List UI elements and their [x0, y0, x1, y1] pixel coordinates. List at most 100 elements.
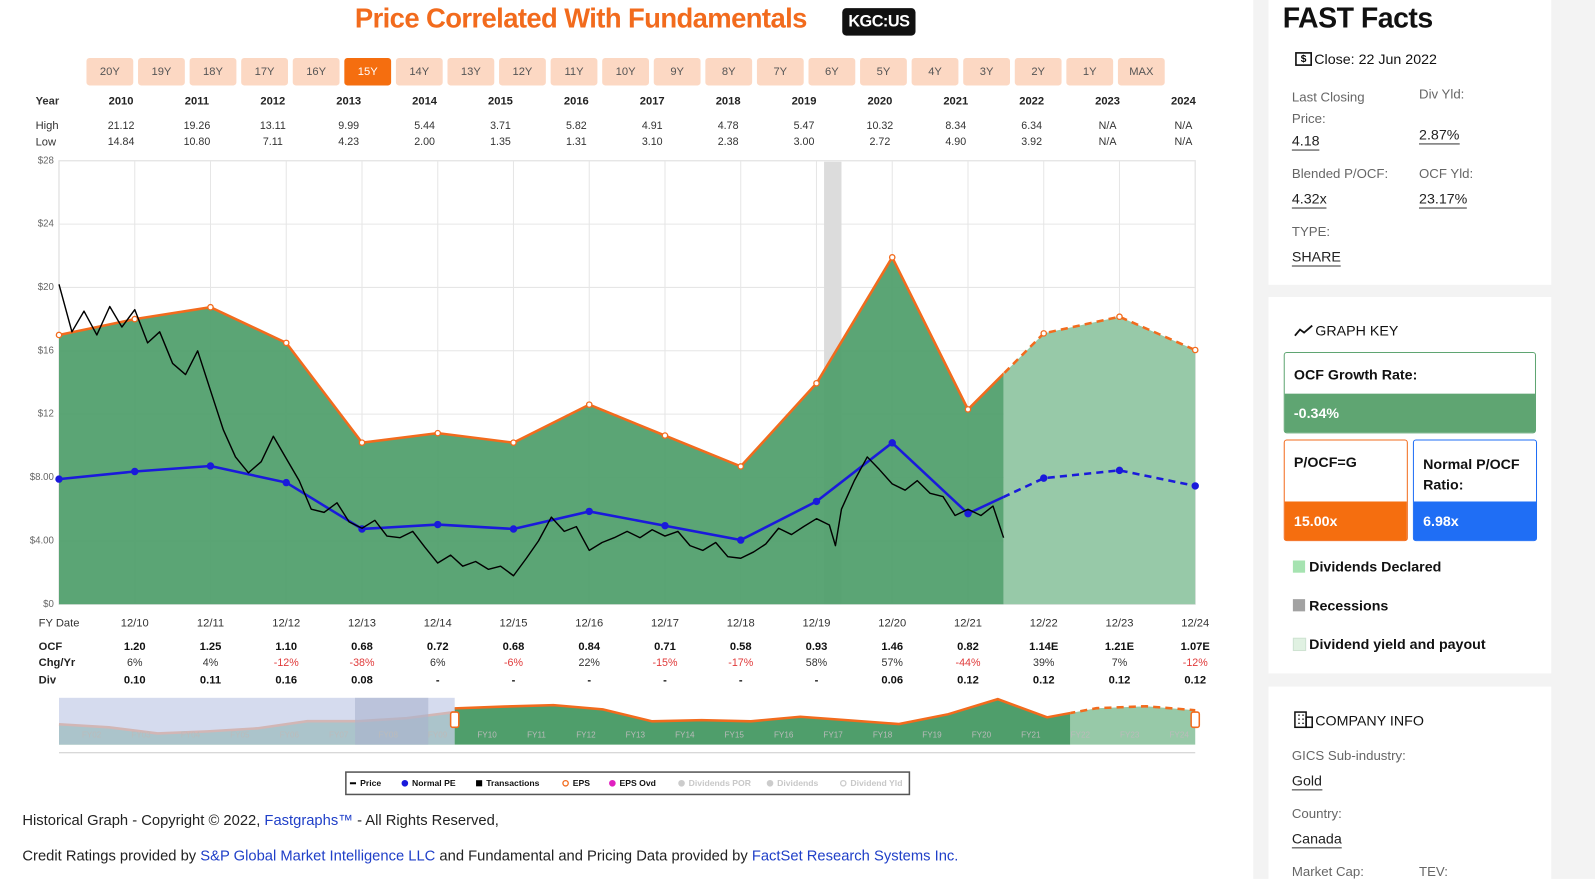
y-tick-label: $4.00: [30, 535, 54, 546]
div-value: 0.08: [351, 674, 373, 686]
range-button[interactable]: [292, 57, 340, 86]
company-card: COMPANY INFO GICS Sub-industry: Gold Cou…: [1268, 686, 1552, 890]
year-high: 4.78: [718, 120, 739, 132]
footer-text: - All Rights Reserved,: [352, 812, 499, 830]
year: 2016: [564, 96, 589, 108]
div-value: 0.12: [1109, 674, 1131, 686]
key-item: Dividend yield and payout: [1309, 635, 1486, 653]
navigator-label: FY12: [576, 731, 596, 740]
navigator-label: FY05: [230, 731, 250, 740]
page-title: Price Correlated With Fundamentals: [355, 3, 807, 34]
range-button-label: 20Y: [100, 66, 120, 78]
year-high: 19.26: [184, 120, 211, 132]
key-value: 15.00x: [1284, 501, 1407, 541]
ocf-area-projected: [1003, 316, 1196, 605]
range-button[interactable]: [395, 57, 443, 86]
field-label: Last Closing Price:: [1291, 89, 1365, 127]
point: [206, 462, 215, 470]
ocf-value: 0.71: [654, 641, 676, 653]
row-label: Low: [36, 136, 57, 148]
range-button[interactable]: [808, 57, 856, 86]
navigator-label: FY03: [131, 731, 151, 740]
range-button-label: 16Y: [306, 66, 326, 78]
legend-label: Transactions: [486, 778, 539, 788]
range-button[interactable]: [602, 57, 649, 86]
navigator-area: [454, 699, 1071, 745]
range-button[interactable]: [189, 57, 237, 86]
footer-link[interactable]: S&P Global Market Intelligence LLC: [200, 848, 436, 865]
range-button[interactable]: [1014, 57, 1062, 86]
ocf-value: 1.07E: [1181, 641, 1211, 653]
year-high: 6.34: [1021, 120, 1042, 132]
price-line: [58, 284, 1005, 577]
range-button[interactable]: [653, 57, 701, 86]
div-value: 0.06: [881, 674, 903, 686]
navigator-label: FY11: [527, 731, 546, 740]
ticker: KGC:US: [848, 13, 910, 31]
range-button[interactable]: [138, 57, 185, 86]
range-button[interactable]: [1066, 57, 1114, 86]
key-item: Recessions: [1309, 597, 1389, 614]
div-value: -: [815, 674, 819, 686]
range-button-label: 6Y: [825, 66, 839, 78]
year-high: 8.34: [945, 120, 966, 132]
range-button[interactable]: [447, 57, 495, 86]
year: 2019: [792, 96, 817, 108]
year-low: 7.11: [263, 136, 283, 148]
range-button[interactable]: [241, 57, 288, 86]
legend-marker: [609, 779, 616, 787]
chg-value: 4%: [203, 657, 219, 669]
range-button[interactable]: [705, 57, 753, 86]
chg-value: 6%: [430, 657, 446, 669]
footer-link[interactable]: FactSet Research Systems Inc.: [751, 848, 959, 865]
x-tick-label: 12/12: [272, 618, 300, 630]
year: 2014: [412, 96, 438, 108]
range-button[interactable]: [911, 57, 959, 86]
x-tick-label: 12/13: [348, 618, 376, 630]
field-label: GICS Sub-industry:: [1291, 747, 1406, 763]
field-label: TEV:: [1419, 863, 1448, 879]
point: [585, 507, 593, 516]
range-button-label: MAX: [1129, 66, 1154, 78]
navigator-handle[interactable]: [449, 711, 460, 729]
navigator-label: FY07: [329, 731, 349, 740]
chg-value: -6%: [504, 657, 523, 669]
year-low: 10.80: [184, 136, 211, 148]
range-button[interactable]: [756, 57, 804, 86]
field-label: Country:: [1291, 805, 1342, 821]
x-tick-label: 12/24: [1181, 618, 1209, 630]
legend-marker: [839, 779, 847, 787]
row-label: Chg/Yr: [39, 657, 76, 669]
range-button[interactable]: [344, 57, 392, 86]
range-button[interactable]: [963, 57, 1010, 86]
chg-value: 7%: [1112, 657, 1128, 669]
range-button[interactable]: [860, 57, 907, 86]
navigator-handle[interactable]: [1190, 711, 1201, 729]
range-button[interactable]: [550, 57, 598, 86]
point: [1191, 346, 1199, 354]
navigator-mask: [355, 697, 429, 745]
point: [813, 379, 820, 387]
navigator-label: FY23: [1120, 731, 1140, 740]
series-line: [58, 441, 1004, 542]
chart: Price Correlated With Fundamentals KGC:U…: [30, 3, 1211, 796]
div-value: -: [436, 674, 440, 686]
year-high: N/A: [1175, 120, 1194, 132]
range-button[interactable]: [1117, 57, 1165, 86]
year-low: 1.31: [566, 136, 587, 148]
legend-marker: [678, 779, 685, 787]
range-button-label: 19Y: [151, 66, 171, 78]
navigator-label: FY24: [1169, 731, 1189, 740]
range-button[interactable]: [86, 57, 134, 86]
ocf-value: 0.82: [957, 641, 979, 653]
point: [434, 429, 442, 437]
footer-link[interactable]: Fastgraphs™: [264, 812, 353, 830]
range-button[interactable]: [499, 57, 546, 86]
year: 2021: [943, 96, 968, 108]
range-button-label: 12Y: [512, 66, 532, 78]
field-value: 4.32x: [1291, 190, 1327, 209]
key-label: Normal P/OCF Ratio:: [1423, 455, 1520, 493]
pocf-box: P/OCF=G 15.00x: [1283, 439, 1408, 542]
navigator-label: FY02: [82, 731, 102, 740]
year-low: 14.84: [108, 136, 135, 148]
